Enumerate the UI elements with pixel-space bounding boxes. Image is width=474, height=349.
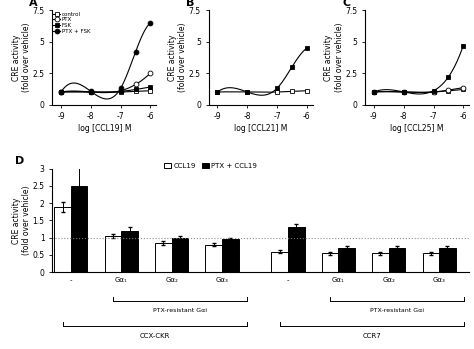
- Bar: [172, 238, 188, 272]
- X-axis label: log [CCL25] M: log [CCL25] M: [391, 124, 444, 133]
- Bar: [222, 239, 238, 272]
- Y-axis label: CRE activity
(fold over vehicle): CRE activity (fold over vehicle): [11, 23, 31, 92]
- Text: PTX-resistant Gαi: PTX-resistant Gαi: [153, 309, 207, 313]
- Text: C: C: [342, 0, 350, 8]
- Bar: [155, 243, 172, 272]
- Y-axis label: CRE activity
(fold over vehicle): CRE activity (fold over vehicle): [11, 186, 31, 255]
- Legend: CCL19, PTX + CCL19: CCL19, PTX + CCL19: [161, 160, 260, 171]
- Text: CCR7: CCR7: [363, 333, 381, 339]
- Bar: [271, 252, 288, 272]
- Text: A: A: [29, 0, 38, 8]
- X-axis label: log [CCL21] M: log [CCL21] M: [234, 124, 287, 133]
- Bar: [422, 253, 439, 272]
- Bar: [439, 248, 456, 272]
- Bar: [372, 253, 389, 272]
- Bar: [121, 231, 138, 272]
- Y-axis label: CRE activity
(fold over vehicle): CRE activity (fold over vehicle): [324, 23, 344, 92]
- Text: B: B: [186, 0, 194, 8]
- Bar: [205, 245, 222, 272]
- Text: PTX-resistant Gαi: PTX-resistant Gαi: [370, 309, 424, 313]
- Bar: [322, 253, 338, 272]
- Text: CCX-CKR: CCX-CKR: [139, 333, 170, 339]
- Bar: [338, 248, 355, 272]
- Y-axis label: CRE activity
(fold over vehicle): CRE activity (fold over vehicle): [168, 23, 187, 92]
- Bar: [389, 248, 405, 272]
- Legend: control, PTX, FSK, PTX + FSK: control, PTX, FSK, PTX + FSK: [53, 12, 90, 34]
- Bar: [71, 186, 88, 272]
- Text: D: D: [15, 156, 24, 165]
- Bar: [288, 228, 305, 272]
- Bar: [105, 236, 121, 272]
- Bar: [54, 207, 71, 272]
- X-axis label: log [CCL19] M: log [CCL19] M: [78, 124, 131, 133]
